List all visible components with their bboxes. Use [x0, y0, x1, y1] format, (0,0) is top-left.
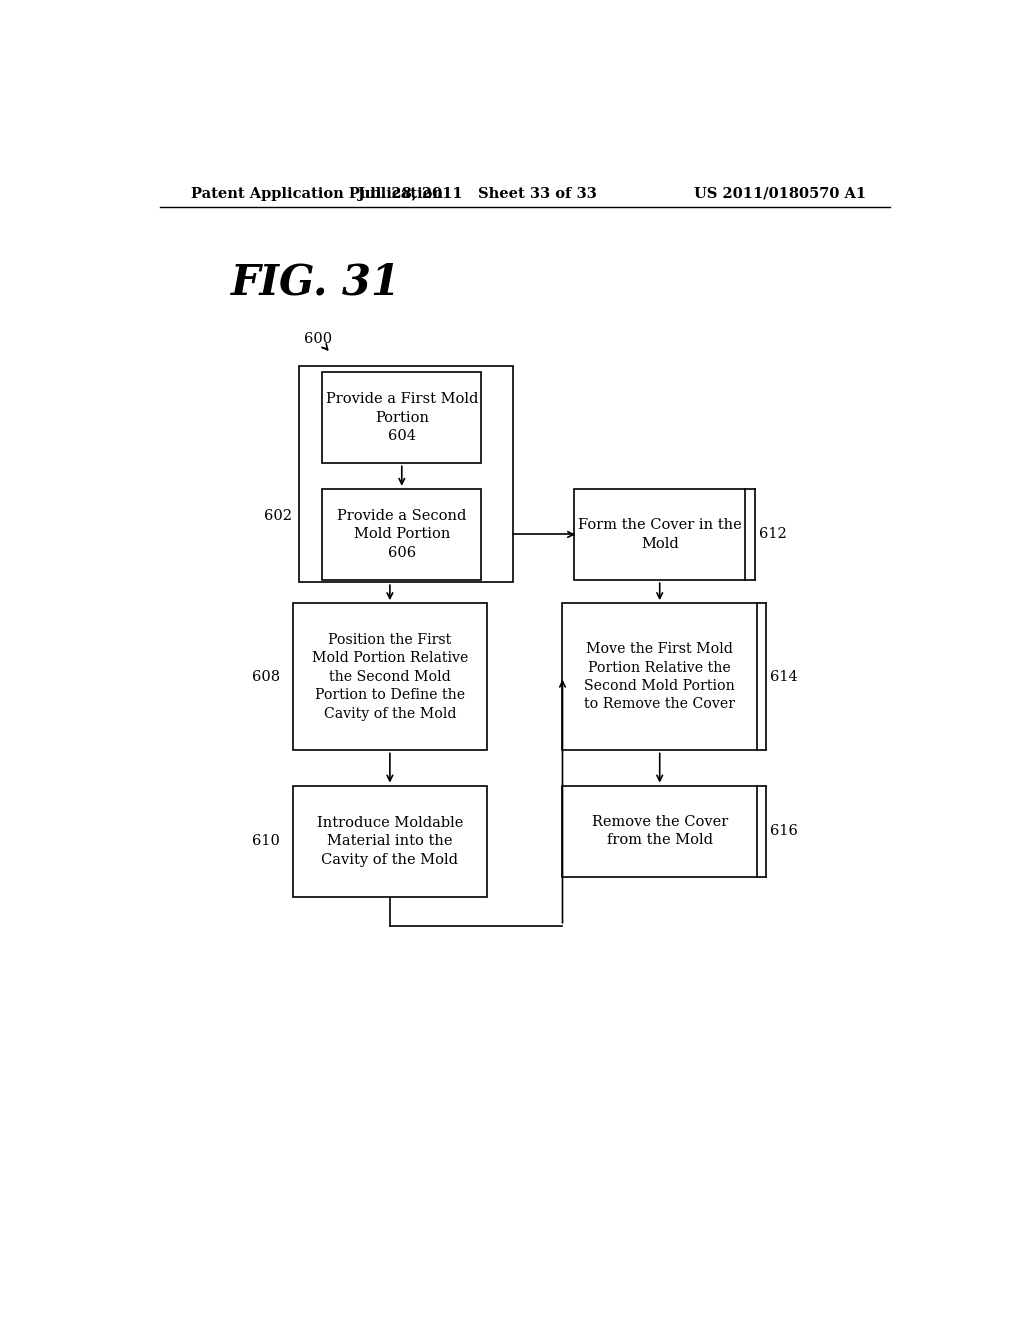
Text: 610: 610: [253, 834, 281, 849]
Text: Position the First
Mold Portion Relative
the Second Mold
Portion to Define the
C: Position the First Mold Portion Relative…: [311, 634, 468, 721]
Text: Introduce Moldable
Material into the
Cavity of the Mold: Introduce Moldable Material into the Cav…: [316, 816, 463, 867]
Text: 614: 614: [770, 669, 798, 684]
Text: Remove the Cover
from the Mold: Remove the Cover from the Mold: [592, 814, 728, 847]
Text: Provide a First Mold
Portion
604: Provide a First Mold Portion 604: [326, 392, 478, 444]
Text: Patent Application Publication: Patent Application Publication: [191, 187, 443, 201]
Bar: [562, 785, 757, 876]
Text: Jul. 28, 2011   Sheet 33 of 33: Jul. 28, 2011 Sheet 33 of 33: [357, 187, 597, 201]
Bar: [562, 603, 757, 751]
Bar: [323, 488, 481, 581]
Text: 602: 602: [264, 510, 292, 523]
Text: 612: 612: [759, 528, 786, 541]
Bar: [293, 603, 487, 751]
Text: US 2011/0180570 A1: US 2011/0180570 A1: [694, 187, 866, 201]
Text: FIG. 31: FIG. 31: [231, 261, 401, 304]
Bar: [293, 785, 487, 898]
Text: 600: 600: [304, 333, 333, 346]
Text: 608: 608: [252, 669, 281, 684]
Text: Form the Cover in the
Mold: Form the Cover in the Mold: [578, 519, 741, 550]
Text: Move the First Mold
Portion Relative the
Second Mold Portion
to Remove the Cover: Move the First Mold Portion Relative the…: [585, 642, 735, 711]
Text: 616: 616: [770, 824, 799, 838]
Bar: [299, 366, 513, 582]
Bar: [323, 372, 481, 463]
Bar: [574, 488, 745, 581]
Text: Provide a Second
Mold Portion
606: Provide a Second Mold Portion 606: [337, 510, 467, 560]
